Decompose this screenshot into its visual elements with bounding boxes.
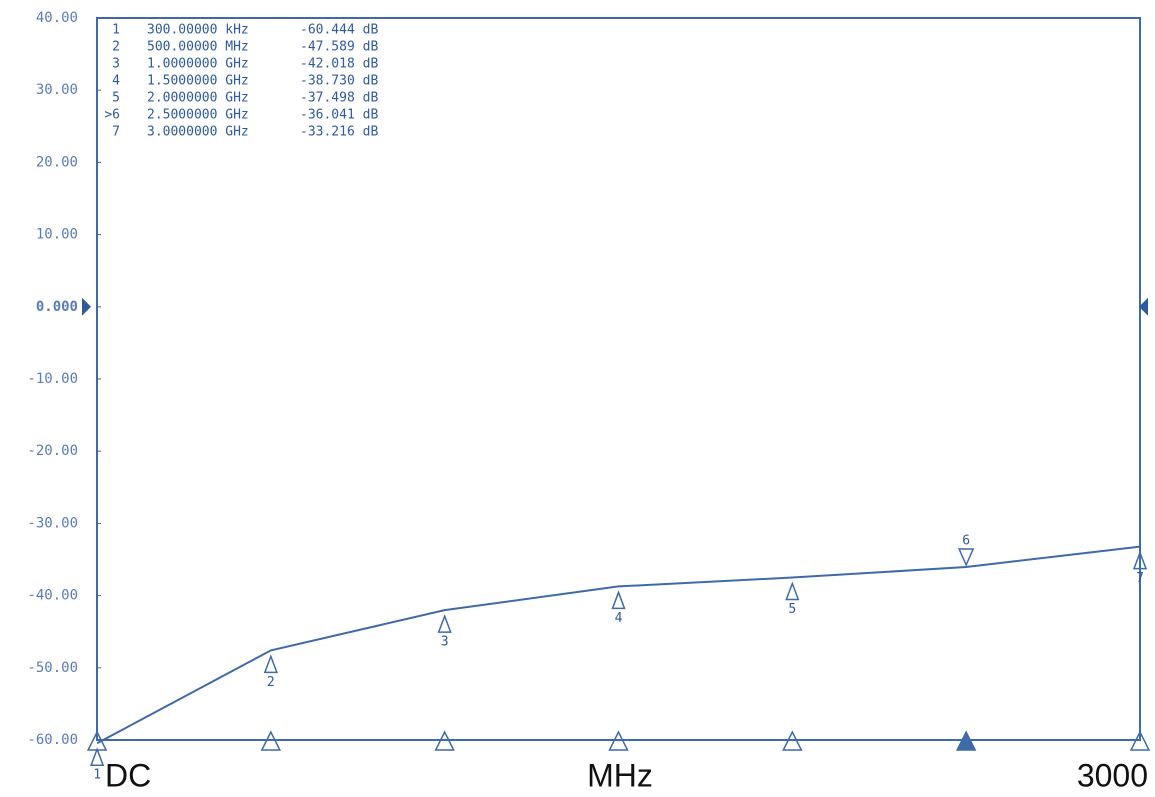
y-tick-label: -60.00 bbox=[27, 732, 78, 748]
y-tick-label: 30.00 bbox=[36, 82, 78, 98]
marker-number: 3 bbox=[441, 635, 449, 650]
reference-arrow bbox=[1139, 297, 1148, 316]
marker-symbol bbox=[90, 747, 105, 766]
marker-table-number: 7 bbox=[112, 125, 120, 140]
x-axis-label: MHz bbox=[587, 757, 653, 793]
marker-table-number: 3 bbox=[112, 57, 120, 72]
marker-table-number: 5 bbox=[112, 91, 120, 106]
marker-table-number: 2 bbox=[112, 40, 120, 55]
plot-frame bbox=[96, 17, 1141, 741]
x-tick-label: DC bbox=[105, 757, 151, 793]
marker-symbol bbox=[611, 590, 626, 610]
marker-base bbox=[782, 730, 803, 751]
marker-table-number: 4 bbox=[112, 74, 120, 89]
marker-table-frequency: 300.00000 kHz bbox=[147, 23, 249, 38]
marker-table-frequency: 500.00000 MHz bbox=[147, 40, 249, 55]
y-tick-label: 10.00 bbox=[36, 227, 78, 243]
marker-number: 5 bbox=[788, 602, 796, 617]
marker-table-frequency: 3.0000000 GHz bbox=[147, 125, 249, 140]
marker-table-value: -37.498 dB bbox=[300, 91, 378, 106]
marker-symbol bbox=[1132, 550, 1148, 570]
marker-table-value: -33.216 dB bbox=[300, 125, 378, 140]
y-tick-label: -10.00 bbox=[27, 371, 78, 387]
marker-table-value: -38.730 dB bbox=[300, 74, 378, 89]
marker-base bbox=[608, 730, 629, 751]
marker-table-value: -36.041 dB bbox=[300, 108, 378, 123]
marker-symbol bbox=[785, 581, 800, 601]
y-tick-label: 0.000 bbox=[36, 299, 78, 315]
marker-number: 7 bbox=[1136, 571, 1144, 586]
marker-table-number: 1 bbox=[112, 23, 120, 38]
marker-base bbox=[260, 730, 282, 751]
marker-table-value: -42.018 dB bbox=[300, 57, 378, 72]
y-tick-label: -50.00 bbox=[27, 660, 78, 676]
marker-number: 2 bbox=[267, 675, 275, 690]
marker-symbol bbox=[437, 614, 452, 633]
trace bbox=[96, 545, 1141, 745]
marker-table-frequency: 1.0000000 GHz bbox=[147, 57, 249, 72]
y-tick-label: -20.00 bbox=[27, 443, 78, 459]
marker-number: 4 bbox=[615, 611, 623, 626]
reference-arrow bbox=[82, 297, 91, 316]
x-tick-label: 3000 bbox=[1077, 757, 1148, 793]
marker-symbol bbox=[263, 654, 278, 674]
marker-number: 1 bbox=[93, 768, 101, 783]
marker-table-value: -47.589 dB bbox=[300, 40, 378, 55]
marker-base bbox=[955, 730, 977, 751]
marker-table-frequency: 2.5000000 GHz bbox=[147, 108, 249, 123]
marker-table-frequency: 2.0000000 GHz bbox=[147, 91, 249, 106]
marker-symbol bbox=[958, 548, 975, 567]
y-tick-label: -40.00 bbox=[27, 588, 78, 604]
marker-number: 6 bbox=[962, 534, 970, 549]
marker-table-value: -60.444 dB bbox=[300, 23, 378, 38]
y-tick-label: 40.00 bbox=[36, 10, 78, 26]
marker-base bbox=[1129, 730, 1151, 751]
y-tick-label: -30.00 bbox=[27, 515, 78, 531]
y-tick-label: 20.00 bbox=[36, 154, 78, 170]
marker-table-frequency: 1.5000000 GHz bbox=[147, 74, 249, 89]
marker-base bbox=[434, 730, 455, 751]
marker-table-number: >6 bbox=[104, 108, 120, 123]
marker-base bbox=[86, 730, 108, 751]
